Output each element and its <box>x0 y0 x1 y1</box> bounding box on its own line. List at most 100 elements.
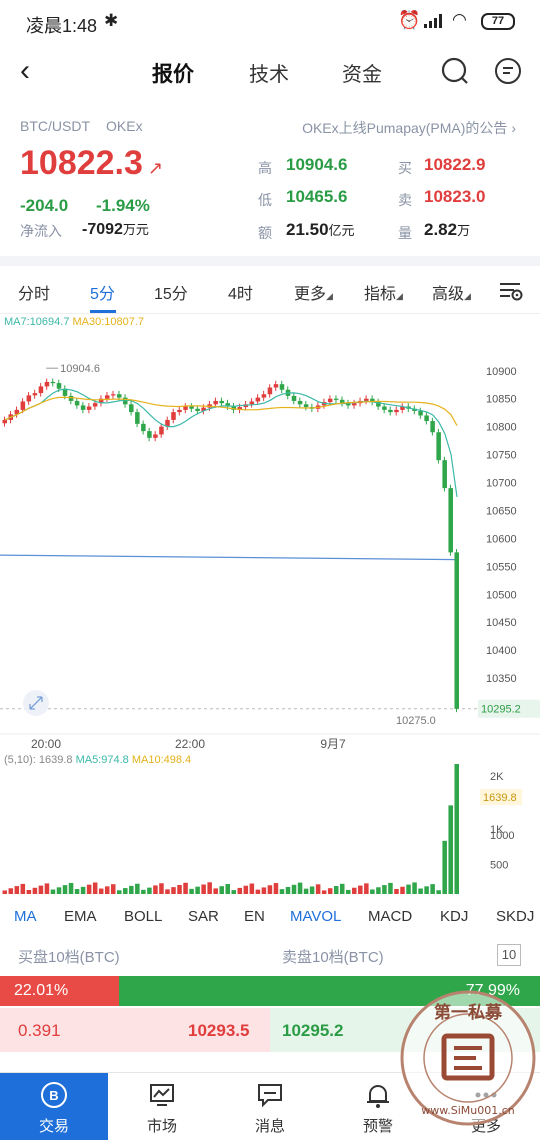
exchange-label: OKEx <box>106 118 143 134</box>
section-divider <box>0 256 540 266</box>
indicator-kdj[interactable]: KDJ <box>440 908 469 925</box>
volume-bar <box>92 882 98 894</box>
volume-bar <box>231 890 237 894</box>
volume-bar <box>159 883 164 894</box>
candle-body <box>418 410 423 416</box>
candle-body <box>92 403 98 407</box>
stat-label-high: 高 <box>258 160 272 176</box>
depth-selector[interactable]: 10 <box>497 944 521 966</box>
tab-technical[interactable]: 技术 <box>249 64 289 86</box>
trade-icon: B <box>41 1082 67 1108</box>
period-tab-5m[interactable]: 5分 <box>90 286 115 303</box>
bell-icon <box>367 1085 389 1108</box>
tab-quote[interactable]: 报价 <box>152 63 194 86</box>
period-tab-4h[interactable]: 4时 <box>228 286 253 303</box>
bottom-nav-alerts[interactable]: 预警 <box>324 1073 432 1140</box>
ma30-legend: MA30:10807.7 <box>72 316 145 328</box>
volume-bar <box>333 886 339 894</box>
price-change: -204.0 <box>20 196 69 215</box>
volume-bar <box>123 888 128 894</box>
volume-bar <box>430 884 435 894</box>
search-icon[interactable] <box>441 57 469 85</box>
indicator-tabs: MA EMA BOLL SAR EN MAVOL MACD KDJ SKDJ <box>0 904 540 932</box>
volume-bar <box>56 887 62 894</box>
volume-tag-bg <box>480 789 522 806</box>
period-tab-indicator[interactable]: 指标◢ <box>364 286 403 303</box>
candle-body <box>364 398 369 401</box>
candle-body <box>44 381 50 387</box>
buy-depth-bg <box>0 1008 270 1052</box>
volume-bar <box>86 884 92 894</box>
volume-bar <box>412 882 417 894</box>
volume-bar <box>436 890 441 894</box>
chart-settings-icon[interactable] <box>498 280 524 302</box>
indicator-sar[interactable]: SAR <box>188 908 219 925</box>
volume-bar <box>110 884 116 894</box>
period-tab-15m[interactable]: 15分 <box>154 286 188 303</box>
sell-price: 10295.2 <box>282 1021 344 1040</box>
indicator-skdj[interactable]: SKDJ <box>496 908 535 925</box>
period-tab-more[interactable]: 更多◢ <box>294 286 333 303</box>
candle-body <box>189 406 194 409</box>
candle-body <box>430 421 435 433</box>
net-inflow-label: 净流入 <box>20 223 62 239</box>
candle-body <box>267 387 273 395</box>
price-axis-label: 10350 <box>486 673 517 685</box>
stat-value-high: 10904.6 <box>286 155 348 174</box>
candle-body <box>14 409 20 415</box>
indicator-en[interactable]: EN <box>244 908 265 925</box>
volume-bar <box>177 884 182 894</box>
bottom-nav-market[interactable]: 市场 <box>108 1073 216 1140</box>
status-time: 凌晨1:48 <box>26 16 98 36</box>
candle-body <box>201 407 206 411</box>
indicator-macd[interactable]: MACD <box>368 908 413 925</box>
candle-body <box>333 398 339 400</box>
candle-body <box>424 415 429 422</box>
volume-bar <box>418 888 423 894</box>
last-price: 10822.3 <box>20 144 143 182</box>
bottom-nav-messages[interactable]: 消息 <box>216 1073 324 1140</box>
indicator-mavol[interactable]: MAVOL <box>290 908 342 925</box>
candle-body <box>141 423 146 432</box>
low-marker-label: 10275.0 <box>396 715 436 727</box>
candle-body <box>442 460 447 489</box>
price-axis-label: 10700 <box>486 478 517 490</box>
period-tab-advanced[interactable]: 高级◢ <box>432 286 471 303</box>
time-axis-label: 20:00 <box>31 737 61 751</box>
indicator-ema[interactable]: EMA <box>64 908 97 925</box>
indicator-ma[interactable]: MA <box>14 908 37 925</box>
candle-body <box>56 383 62 389</box>
volume-bar <box>135 883 140 894</box>
chat-icon[interactable] <box>494 57 522 85</box>
announcement-link[interactable]: OKEx上线Pumapay(PMA)的公告 › <box>302 120 516 136</box>
volume-bar <box>153 885 158 894</box>
candle-body <box>123 397 128 405</box>
candle-body <box>26 395 32 402</box>
volume-bar <box>243 885 249 894</box>
vol-ma5-legend: MA5:974.8 <box>75 754 129 766</box>
period-tab-timeshare[interactable]: 分时 <box>18 286 51 303</box>
high-marker-label: 10904.6 <box>60 363 100 375</box>
candle-body <box>352 403 357 406</box>
kline-chart[interactable]: 10900 10850 10800 10750 10700 10650 10600 10550… <box>0 314 540 904</box>
back-icon[interactable]: ‹ <box>20 54 30 87</box>
indicator-boll[interactable]: BOLL <box>124 908 163 925</box>
battery-icon: 77 <box>481 13 515 30</box>
candle-body <box>195 408 200 411</box>
bottom-nav-trade[interactable]: B 交易 <box>0 1073 108 1140</box>
candle-body <box>388 409 393 413</box>
candle-body <box>249 401 255 405</box>
volume-bar <box>147 887 152 894</box>
top-nav: ‹ 报价 技术 资金 <box>0 44 540 100</box>
buy-book-title: 买盘10档(BTC) <box>18 949 120 966</box>
candle-body <box>291 395 297 401</box>
candle-body <box>38 386 44 394</box>
volume-bar <box>74 889 80 894</box>
candle-body <box>20 401 26 410</box>
volume-bar <box>315 884 321 894</box>
volume-bar <box>400 886 405 894</box>
volume-bar <box>364 883 369 894</box>
stat-value-bid: 10822.9 <box>424 155 486 174</box>
tab-funds[interactable]: 资金 <box>342 64 382 86</box>
volume-bar <box>68 882 74 894</box>
